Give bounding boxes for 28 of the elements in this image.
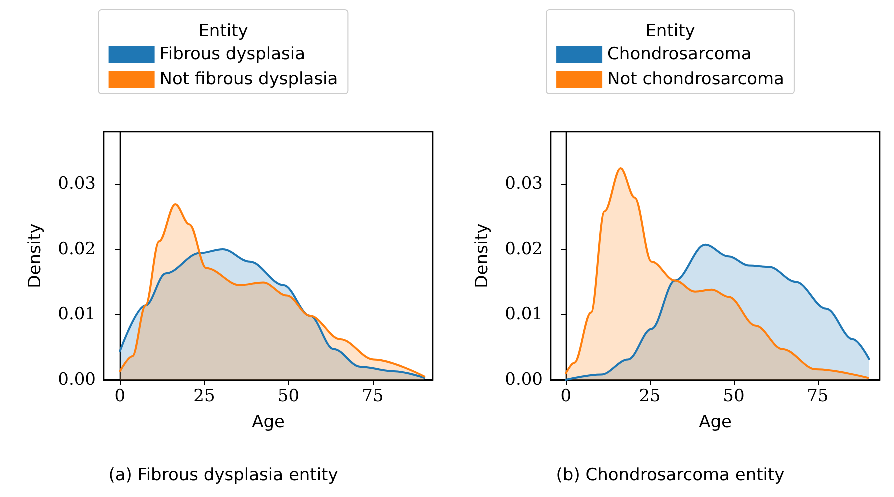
y-tick-label: 0.00 <box>58 370 96 390</box>
x-tick-label: 0 <box>114 386 126 406</box>
legend-label: Not fibrous dysplasia <box>160 70 338 90</box>
text: (b) Chondrosarcoma entity <box>556 466 785 486</box>
y-tick-label: 0.02 <box>505 239 543 260</box>
y-tick-label: 0.01 <box>58 304 96 325</box>
x-tick-label: 75 <box>807 386 829 406</box>
x-tick-label: 50 <box>278 386 300 406</box>
y-axis-title: Density <box>472 224 492 288</box>
x-axis-title: Age <box>699 412 732 432</box>
y-axis-title: Density <box>26 224 46 288</box>
y-tick-label: 0.03 <box>505 174 543 194</box>
x-axis-title: Age <box>252 412 285 432</box>
x-tick-label: 50 <box>723 386 745 406</box>
legend-label: Fibrous dysplasia <box>160 44 306 64</box>
legend-label: Not chondrosarcoma <box>608 70 784 90</box>
legend-label: Chondrosarcoma <box>608 44 752 64</box>
legend-title: Entity <box>646 22 696 42</box>
legend-title: Entity <box>198 22 248 42</box>
y-tick-label: 0.00 <box>505 370 543 390</box>
y-tick-label: 0.01 <box>505 304 543 325</box>
x-tick-label: 0 <box>560 386 572 406</box>
x-tick-label: 75 <box>362 386 384 406</box>
x-tick-label: 25 <box>194 386 216 406</box>
text: (a) Fibrous dysplasia entity <box>108 466 338 486</box>
y-tick-label: 0.02 <box>58 239 96 260</box>
y-tick-label: 0.03 <box>58 174 96 194</box>
x-tick-label: 25 <box>639 386 661 406</box>
